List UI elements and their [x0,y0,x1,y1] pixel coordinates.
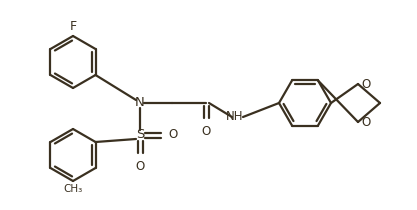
Text: F: F [70,20,77,33]
Text: O: O [201,125,211,138]
Text: NH: NH [226,110,244,123]
Text: O: O [361,77,370,91]
Text: O: O [361,116,370,129]
Text: CH₃: CH₃ [63,184,83,194]
Text: N: N [135,97,145,109]
Text: O: O [136,160,145,173]
Text: O: O [168,129,177,142]
Text: S: S [136,129,144,142]
